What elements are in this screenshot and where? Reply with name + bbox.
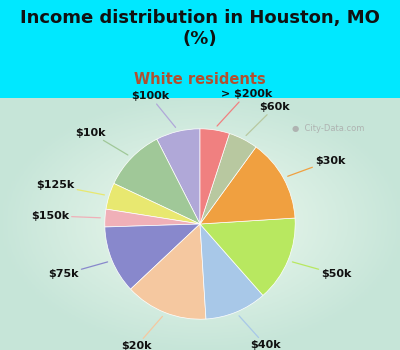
Wedge shape	[114, 139, 200, 224]
Wedge shape	[157, 129, 200, 224]
Text: $60k: $60k	[246, 102, 290, 135]
Text: $30k: $30k	[288, 156, 346, 176]
Text: Income distribution in Houston, MO
(%): Income distribution in Houston, MO (%)	[20, 9, 380, 48]
Text: $100k: $100k	[131, 91, 176, 127]
Text: $50k: $50k	[292, 262, 352, 279]
Wedge shape	[105, 224, 200, 289]
Text: $150k: $150k	[31, 211, 100, 221]
Text: $40k: $40k	[239, 316, 281, 350]
Text: $10k: $10k	[75, 127, 128, 155]
Text: > $200k: > $200k	[217, 89, 272, 126]
Wedge shape	[200, 218, 295, 295]
Text: ●  City-Data.com: ● City-Data.com	[292, 124, 364, 133]
Wedge shape	[106, 183, 200, 224]
Text: $125k: $125k	[36, 180, 104, 195]
Text: $20k: $20k	[121, 316, 162, 350]
Text: $75k: $75k	[48, 262, 108, 279]
Wedge shape	[105, 209, 200, 227]
Wedge shape	[200, 224, 263, 319]
Text: White residents: White residents	[134, 72, 266, 87]
Wedge shape	[200, 129, 230, 224]
Wedge shape	[200, 147, 295, 224]
Wedge shape	[200, 133, 256, 224]
Wedge shape	[131, 224, 206, 319]
